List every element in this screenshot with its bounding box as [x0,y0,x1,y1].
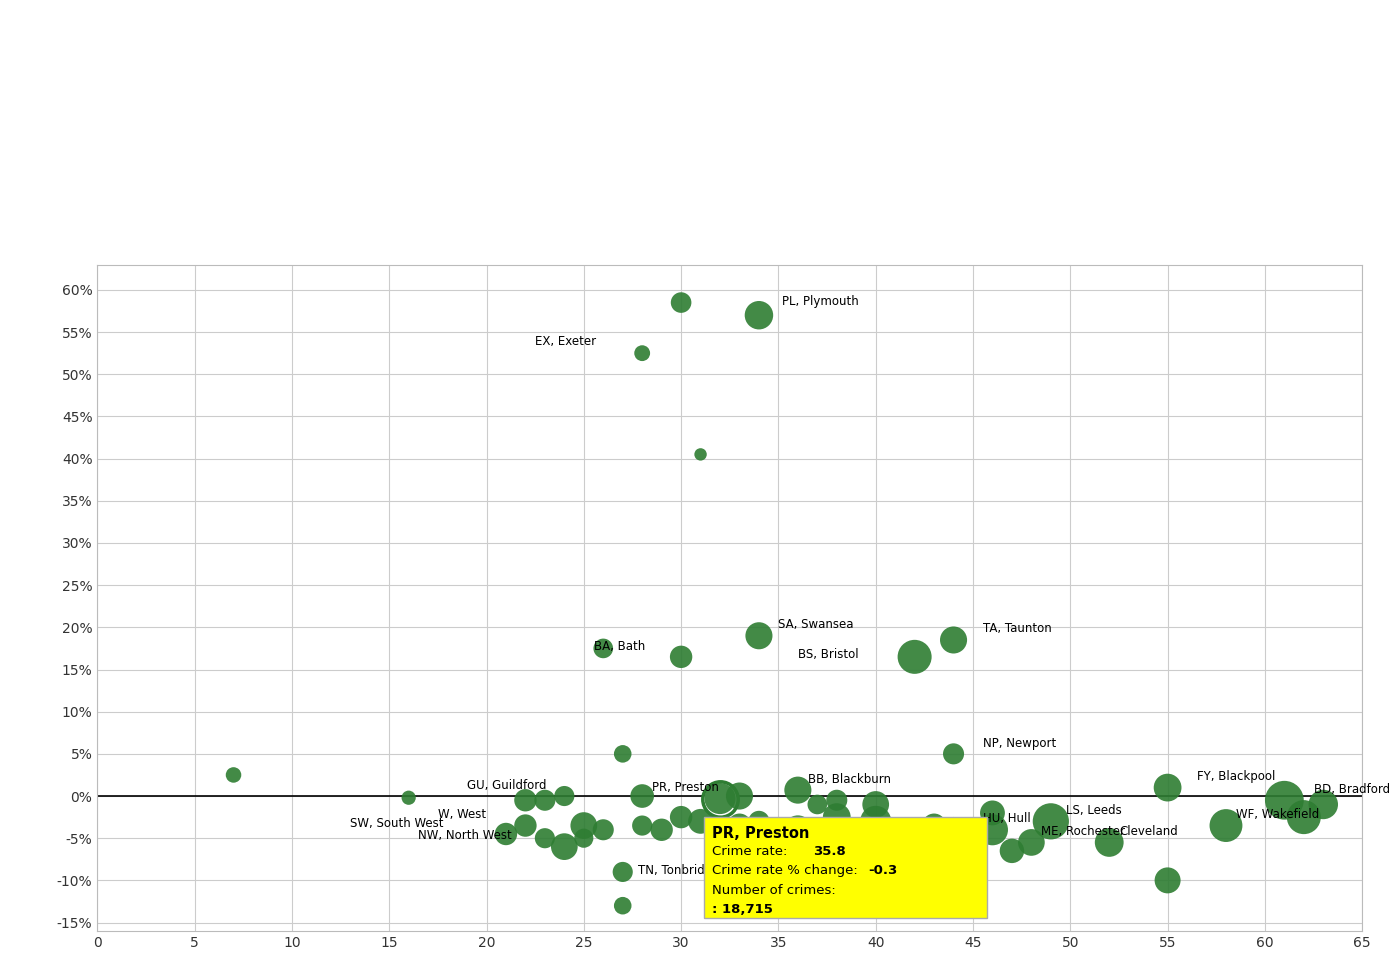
Text: TA, Taunton: TA, Taunton [983,622,1051,635]
Point [670,649,692,664]
Point [709,791,731,807]
Point [1215,817,1237,833]
Point [398,790,420,806]
Point [631,817,653,833]
Point [728,788,751,804]
Text: BA, Bath: BA, Bath [594,640,645,653]
Point [495,826,517,842]
Point [806,797,828,812]
Point [981,805,1004,820]
FancyBboxPatch shape [705,817,987,918]
Point [689,447,712,463]
Point [1156,780,1179,796]
Point [631,788,653,804]
Text: ME, Rochester: ME, Rochester [1041,825,1125,838]
Point [514,817,537,833]
Point [1098,835,1120,851]
Text: : 18,715: : 18,715 [712,904,773,916]
Point [592,822,614,838]
Point [1020,835,1042,851]
Point [865,813,887,829]
Point [787,822,809,838]
Point [1273,793,1295,808]
Point [573,817,595,833]
Text: GU, Guildford: GU, Guildford [467,779,546,792]
Point [612,864,634,880]
Text: W, West: W, West [438,808,486,821]
Point [709,791,731,807]
Text: BB, Blackburn: BB, Blackburn [808,773,891,786]
Point [1312,797,1334,812]
Point [942,746,965,761]
Point [709,791,731,807]
Point [748,813,770,829]
Point [962,848,984,863]
Text: SW, South West: SW, South West [350,816,443,830]
Point [728,817,751,833]
Point [748,308,770,323]
Point [1156,872,1179,888]
Text: Number of crimes:: Number of crimes: [712,884,835,897]
Point [670,809,692,825]
Text: Crime rate % change:: Crime rate % change: [712,864,866,877]
Point [865,797,887,812]
Text: LS, Leeds: LS, Leeds [1066,805,1122,817]
Text: -0.3: -0.3 [867,864,897,877]
Point [981,822,1004,838]
Text: HU, Hull: HU, Hull [983,811,1030,825]
Point [631,345,653,361]
Text: Cleveland: Cleveland [1119,825,1177,838]
Point [534,830,556,846]
Point [826,809,848,825]
Text: TN, Tonbridge: TN, Tonbridge [638,864,720,877]
Point [514,793,537,808]
Point [222,767,245,783]
Text: Crime rate:: Crime rate: [712,845,796,858]
Text: WF, Wakefield: WF, Wakefield [1236,808,1319,821]
Text: 35.8: 35.8 [813,845,847,858]
Point [592,641,614,657]
Point [787,782,809,798]
Text: PR, Preston: PR, Preston [712,825,809,841]
Point [651,822,673,838]
Point [534,793,556,808]
Point [1040,813,1062,829]
Text: SA, Swansea: SA, Swansea [778,617,853,631]
Point [709,822,731,838]
Text: EX, Exeter: EX, Exeter [535,335,596,348]
Text: PL, Plymouth: PL, Plymouth [783,295,859,309]
Point [1001,843,1023,858]
Point [942,632,965,648]
Point [748,628,770,644]
Point [923,817,945,833]
Text: BD, Bradford: BD, Bradford [1314,783,1390,796]
Point [904,649,926,664]
Text: Canterbury: Canterbury [905,845,972,858]
Point [612,746,634,761]
Text: Wolverhampton: Wolverhampton [866,851,959,863]
Text: FY, Blackpool: FY, Blackpool [1197,770,1275,783]
Text: PR, Preston: PR, Preston [652,781,719,795]
Text: NW, North West: NW, North West [418,829,512,843]
Point [573,830,595,846]
Point [670,295,692,311]
Point [826,793,848,808]
Text: BS, Bristol: BS, Bristol [798,648,859,662]
Point [612,898,634,913]
Point [1293,809,1315,825]
Point [553,839,575,855]
Point [553,788,575,804]
Text: NP, Newport: NP, Newport [983,737,1056,750]
Point [942,822,965,838]
Point [689,813,712,829]
